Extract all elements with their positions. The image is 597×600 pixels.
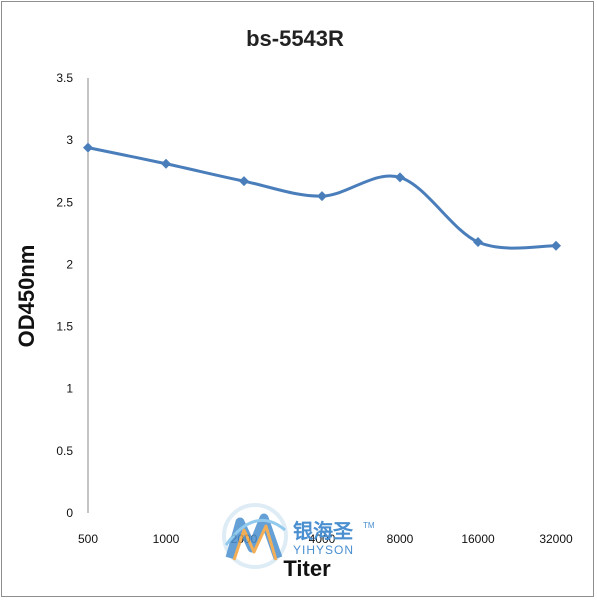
chart-title: bs-5543R <box>246 26 344 51</box>
watermark-english: YIHYSON <box>293 543 354 557</box>
y-axis-title: OD450nm <box>14 245 39 348</box>
data-point <box>473 237 483 248</box>
yihyson-logo-icon <box>222 503 288 569</box>
y-tick-label: 3 <box>66 133 73 147</box>
data-point <box>551 240 561 251</box>
watermark-chinese: 银海圣 <box>293 519 354 543</box>
x-tick-label: 500 <box>78 532 98 546</box>
y-tick-label: 0.5 <box>56 444 73 458</box>
x-tick-label: 1000 <box>153 532 180 546</box>
data-point <box>239 176 249 187</box>
watermark-tm: TM <box>363 521 375 530</box>
y-tick-label: 2.5 <box>56 195 73 209</box>
y-tick-label: 1.5 <box>56 320 73 334</box>
data-points <box>83 142 561 251</box>
y-tick-label: 2 <box>66 257 73 271</box>
data-point <box>317 191 327 202</box>
x-tick-label: 16000 <box>461 532 495 546</box>
y-tick-label: 0 <box>66 506 73 520</box>
x-axis-title: Titer <box>283 556 331 581</box>
x-tick-label: 8000 <box>387 532 414 546</box>
y-tick-label: 1 <box>66 382 73 396</box>
y-tick-label: 3.5 <box>56 71 73 85</box>
y-tick-labels: 0 0.5 1 1.5 2 2.5 3 3.5 <box>56 71 73 520</box>
data-point <box>161 158 171 169</box>
data-point <box>83 142 93 153</box>
x-tick-label: 32000 <box>539 532 573 546</box>
data-point <box>395 172 405 183</box>
x-tick-label: 4000 <box>309 532 336 546</box>
